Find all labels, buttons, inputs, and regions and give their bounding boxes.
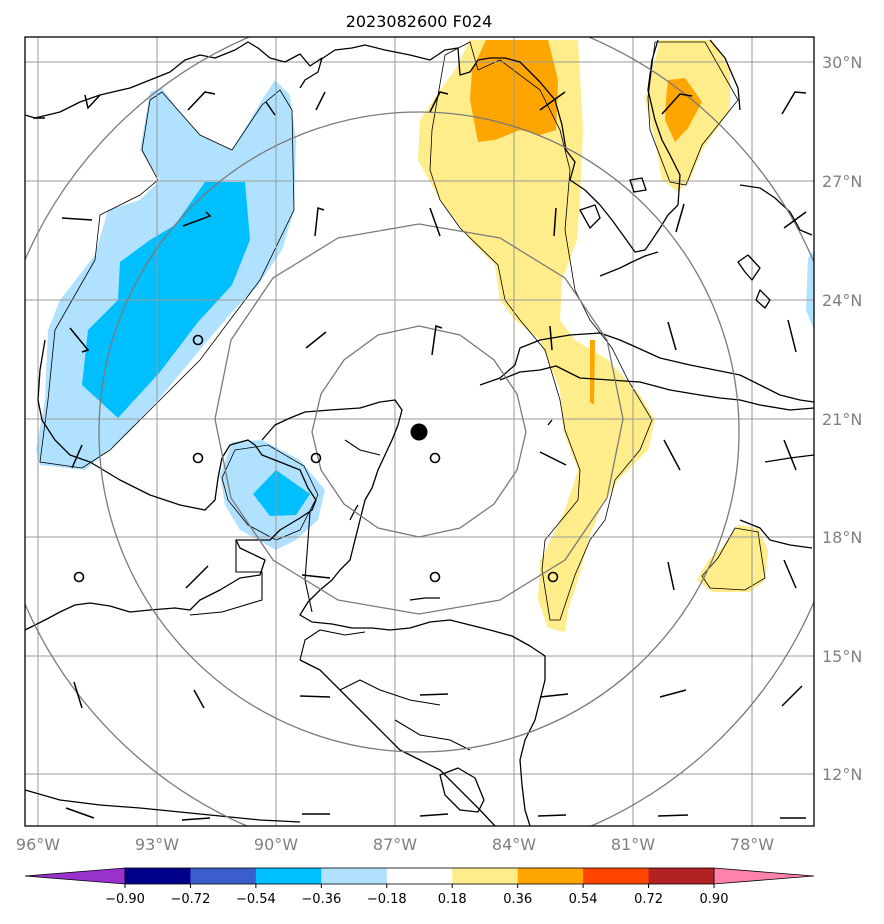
borders: [189, 439, 471, 751]
colorbar-frame: [124, 867, 715, 885]
coastlines: [25, 39, 814, 826]
colorbar-segment: [583, 868, 650, 884]
colorbar-tick-label: 0.90: [700, 892, 729, 907]
colorbar-segment: [517, 868, 584, 884]
lon-label: 93°W: [135, 835, 179, 854]
lon-label: 81°W: [611, 835, 655, 854]
latitude-labels: 30°N 27°N 24°N 21°N 18°N 15°N 12°N: [822, 53, 862, 784]
lat-label: 18°N: [822, 528, 862, 547]
colorbar-segment: [125, 868, 191, 884]
colorbar-tick-label: −0.36: [301, 892, 341, 907]
colorbar-segment: [190, 868, 257, 884]
lat-label: 27°N: [822, 172, 862, 191]
lon-label: 90°W: [254, 835, 298, 854]
lat-label: 30°N: [822, 53, 862, 72]
lon-label: 78°W: [730, 835, 774, 854]
map-frame: [24, 36, 815, 827]
lat-label: 12°N: [822, 765, 862, 784]
colorbar: −0.90 −0.72 −0.54 −0.36 −0.18 0.18 0.36 0.54 0.7…: [24, 867, 815, 907]
map-area: [25, 37, 814, 826]
colorbar-tick-label: 0.72: [634, 892, 663, 907]
colorbar-tick-label: −0.90: [105, 892, 145, 907]
colorbar-segment: [452, 868, 519, 884]
colorbar-segment: [386, 868, 453, 884]
map-title: 2023082600 F024: [346, 12, 493, 31]
colorbar-extend-high: [713, 867, 815, 885]
colorbar-tick-label: 0.18: [438, 892, 467, 907]
colorbar-tick-label: −0.18: [367, 892, 407, 907]
longitude-labels: 96°W 93°W 90°W 87°W 84°W 81°W 78°W: [16, 835, 774, 854]
colorbar-extend-low: [24, 867, 126, 885]
range-rings: [25, 37, 814, 826]
calm-markers: [73, 334, 559, 583]
lat-label: 15°N: [822, 647, 862, 666]
contour-lines: [39, 41, 766, 621]
lon-label: 84°W: [492, 835, 536, 854]
lon-label: 87°W: [373, 835, 417, 854]
colorbar-segment: [321, 868, 388, 884]
storm-center-marker: [410, 423, 428, 441]
graticule: [25, 37, 814, 826]
lat-label: 24°N: [822, 291, 862, 310]
colorbar-segment: [648, 868, 715, 884]
colorbar-tick-label: −0.54: [236, 892, 276, 907]
lon-label: 96°W: [16, 835, 60, 854]
colorbar-tick-label: 0.36: [503, 892, 532, 907]
colorbar-segment: [255, 868, 322, 884]
colorbar-tick-label: −0.72: [171, 892, 211, 907]
lat-label: 21°N: [822, 410, 862, 429]
wind-barbs: [33, 91, 807, 821]
colorbar-tick-label: 0.54: [569, 892, 598, 907]
positive-anomaly-shading: [418, 40, 768, 632]
